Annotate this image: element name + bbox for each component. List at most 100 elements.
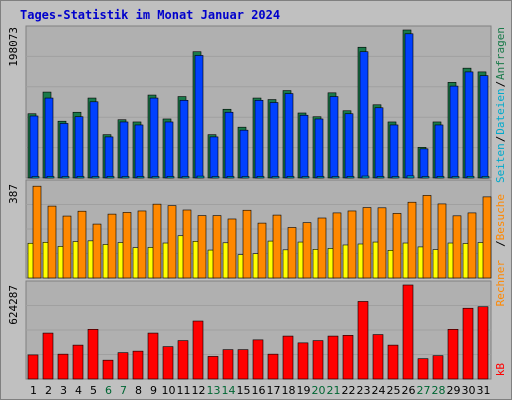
legend-kb: kB bbox=[494, 363, 507, 377]
day-label: 31 bbox=[477, 384, 491, 397]
bar-seiten bbox=[466, 176, 475, 179]
bar-seiten bbox=[451, 176, 460, 179]
bar-besuche bbox=[407, 201, 417, 279]
day-label: 2 bbox=[45, 384, 52, 397]
bar-seiten bbox=[271, 176, 280, 179]
bar-kb bbox=[147, 332, 159, 380]
bar-besuche bbox=[62, 215, 72, 279]
bar-besuche bbox=[212, 215, 222, 279]
bar-dateien bbox=[149, 97, 159, 179]
bar-seiten bbox=[286, 176, 295, 179]
bar-seiten bbox=[61, 176, 70, 179]
bar-kb bbox=[42, 332, 54, 380]
bar-kb bbox=[27, 354, 39, 380]
day-label: 7 bbox=[120, 384, 127, 397]
bar-seiten bbox=[346, 176, 355, 179]
bar-besuche bbox=[287, 227, 297, 279]
bar-seiten bbox=[256, 176, 265, 179]
bar-dateien bbox=[374, 107, 384, 179]
bar-kb bbox=[192, 320, 204, 380]
day-label: 15 bbox=[237, 384, 251, 397]
day-label: 4 bbox=[75, 384, 82, 397]
bar-besuche bbox=[122, 212, 132, 279]
legend-sep: / bbox=[494, 81, 507, 88]
bar-besuche bbox=[272, 214, 282, 279]
bar-dateien bbox=[239, 129, 249, 179]
day-label: 11 bbox=[177, 384, 191, 397]
bar-dateien bbox=[209, 136, 219, 179]
bar-seiten bbox=[391, 176, 400, 179]
bar-kb bbox=[267, 353, 279, 380]
bar-seiten bbox=[241, 176, 250, 179]
bar-kb bbox=[57, 353, 69, 380]
day-label: 17 bbox=[267, 384, 281, 397]
bar-kb bbox=[387, 344, 399, 380]
bar-dateien bbox=[89, 101, 99, 179]
bar-besuche bbox=[482, 196, 492, 279]
legend-sep: / bbox=[494, 136, 507, 143]
bar-besuche bbox=[92, 223, 102, 279]
bar-besuche bbox=[47, 205, 57, 279]
bar-seiten bbox=[316, 176, 325, 179]
bar-dateien bbox=[344, 113, 354, 179]
bar-dateien bbox=[389, 124, 399, 179]
day-label: 1 bbox=[30, 384, 37, 397]
bar-kb bbox=[447, 329, 459, 380]
day-label: 22 bbox=[342, 384, 356, 397]
bar-besuche bbox=[332, 212, 342, 279]
bar-dateien bbox=[44, 97, 54, 179]
bar-kb bbox=[417, 358, 429, 380]
bar-kb bbox=[177, 340, 189, 380]
bar-seiten bbox=[406, 175, 415, 179]
bar-besuche bbox=[362, 207, 372, 279]
bar-besuche bbox=[152, 203, 162, 279]
bar-besuche bbox=[377, 207, 387, 279]
axis-max-label: 198073 bbox=[7, 27, 20, 67]
bar-besuche bbox=[227, 218, 237, 279]
bar-dateien bbox=[284, 93, 294, 179]
bar-seiten bbox=[151, 176, 160, 179]
bar-dateien bbox=[104, 136, 114, 179]
day-label: 5 bbox=[90, 384, 97, 397]
bar-kb bbox=[207, 356, 219, 380]
bar-besuche bbox=[167, 205, 177, 279]
day-label: 10 bbox=[162, 384, 176, 397]
bar-dateien bbox=[464, 71, 474, 179]
day-label: 14 bbox=[222, 384, 236, 397]
bar-besuche bbox=[347, 210, 357, 279]
bar-seiten bbox=[331, 176, 340, 179]
bar-dateien bbox=[419, 148, 429, 179]
day-label: 25 bbox=[387, 384, 401, 397]
bar-kb bbox=[132, 350, 144, 380]
bar-kb bbox=[297, 342, 309, 380]
bar-kb bbox=[312, 340, 324, 380]
bar-besuche bbox=[107, 213, 117, 279]
legend-anfragen: Anfragen bbox=[494, 27, 507, 80]
legend-besuche: Besuche bbox=[494, 194, 507, 240]
bar-besuche bbox=[137, 210, 147, 279]
bar-kb bbox=[72, 344, 84, 380]
bar-dateien bbox=[134, 124, 144, 179]
bar-seiten bbox=[121, 176, 130, 179]
bar-dateien bbox=[194, 55, 204, 179]
legend-sep: / bbox=[494, 240, 507, 247]
bar-dateien bbox=[299, 114, 309, 179]
bar-dateien bbox=[359, 51, 369, 179]
bar-kb bbox=[372, 334, 384, 380]
day-label: 3 bbox=[60, 384, 67, 397]
bar-dateien bbox=[404, 33, 414, 179]
day-label: 21 bbox=[327, 384, 341, 397]
bar-kb bbox=[252, 339, 264, 380]
bar-kb bbox=[402, 284, 414, 380]
bar-dateien bbox=[329, 96, 339, 179]
bar-seiten bbox=[181, 176, 190, 179]
bar-besuche bbox=[437, 203, 447, 279]
bar-seiten bbox=[421, 176, 430, 179]
chart-title: Tages-Statistik im Monat Januar 2024 bbox=[20, 8, 281, 22]
bar-seiten bbox=[136, 176, 145, 179]
bar-kb bbox=[102, 359, 114, 380]
bar-besuche bbox=[182, 209, 192, 279]
bar-besuche bbox=[32, 185, 42, 279]
bar-dateien bbox=[74, 116, 84, 179]
